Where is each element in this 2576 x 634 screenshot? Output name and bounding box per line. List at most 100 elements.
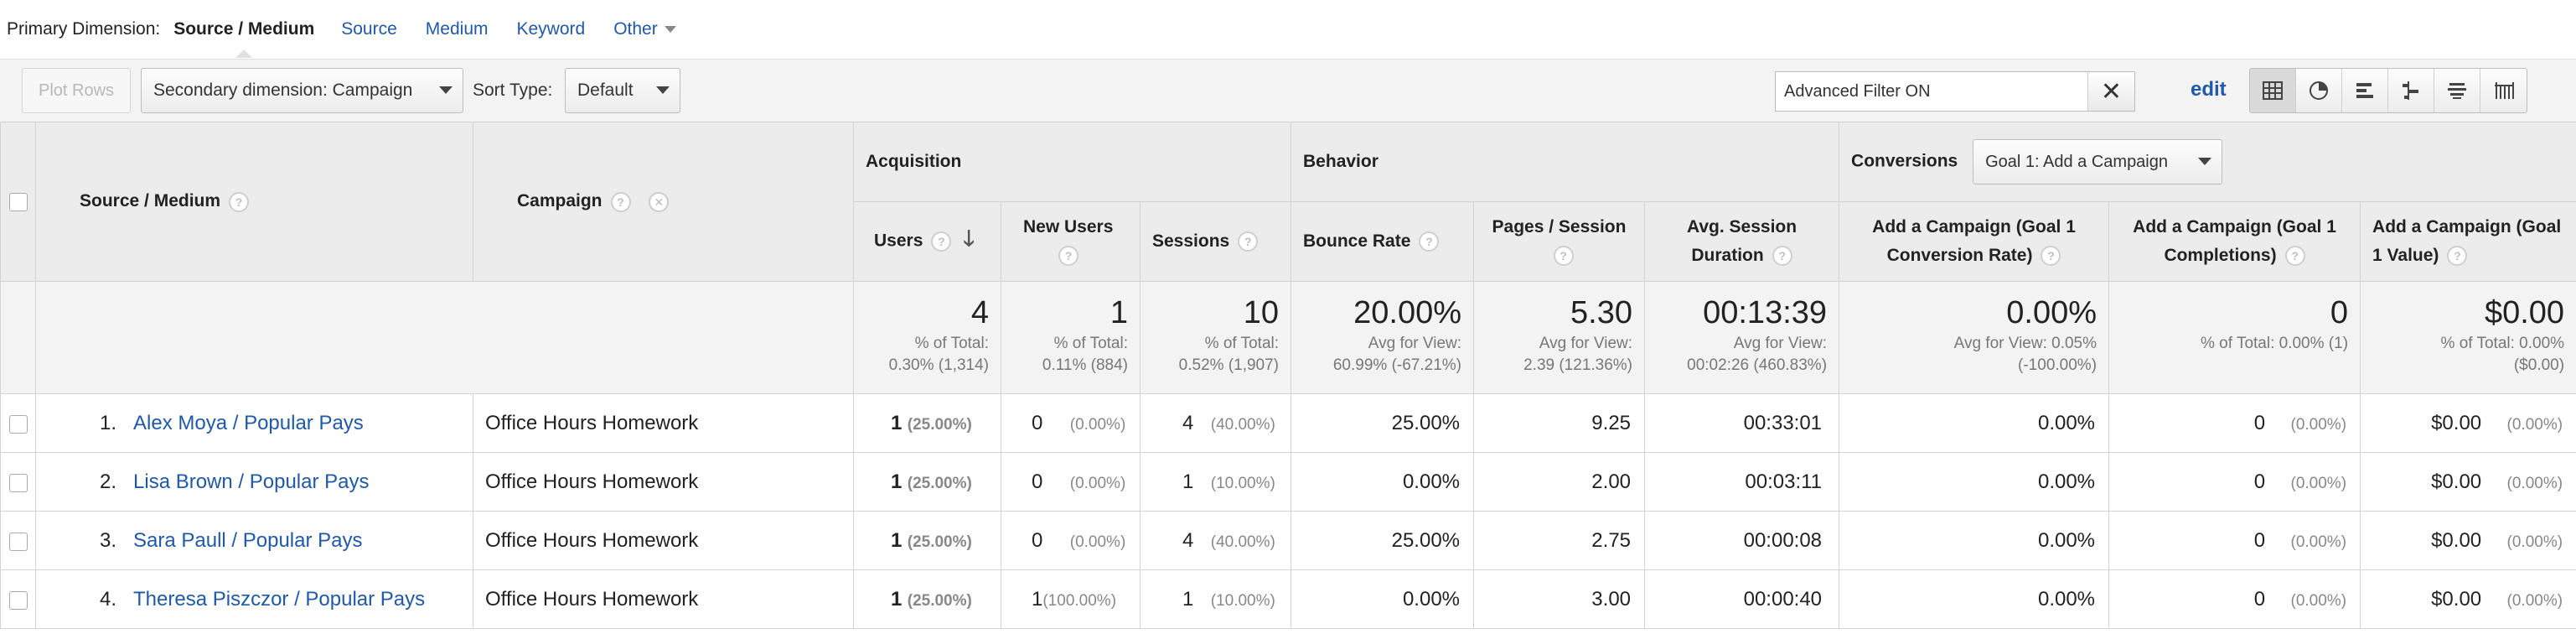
help-icon[interactable]: ? <box>2284 246 2305 267</box>
value-cell: $0.00 (0.00%) <box>2360 511 2576 570</box>
help-icon[interactable]: ? <box>931 231 952 252</box>
row-checkbox[interactable] <box>8 414 28 434</box>
row-checkbox[interactable] <box>8 473 28 492</box>
new-users-value: 0 <box>1032 411 1043 434</box>
help-icon[interactable]: ? <box>1419 231 1440 252</box>
users-pct: (25.00%) <box>907 474 972 492</box>
report-table: Source / Medium? Campaign? ✕ Acquisition… <box>0 122 2576 629</box>
col-header-sessions[interactable]: Sessions? <box>1139 201 1292 282</box>
col-header-avg-session-duration[interactable]: Avg. Session Duration? <box>1644 201 1840 282</box>
total-sessions-sub2: 0.52% (1,907) <box>1178 356 1280 374</box>
source-medium-link[interactable]: Alex Moya / Popular Pays <box>133 411 364 434</box>
help-icon[interactable]: ? <box>1553 246 1574 267</box>
sort-type-value: Default <box>577 81 634 100</box>
total-bounce-rate: 20.00% Avg for View: 60.99% (-67.21%) <box>1291 281 1475 394</box>
total-avg-session-duration: 00:13:39 Avg for View: 00:02:26 (460.83%… <box>1644 281 1840 394</box>
value-pct: (0.00%) <box>2506 474 2563 492</box>
pages-session-cell: 2.00 <box>1473 452 1646 512</box>
bar-view-icon[interactable] <box>2342 69 2388 112</box>
campaign-cell: Office Hours Homework <box>473 511 854 570</box>
edit-filter-link[interactable]: edit <box>2191 78 2227 101</box>
row-index: 3. <box>100 528 117 552</box>
new-users-pct: (0.00%) <box>1069 533 1126 551</box>
col-header-goal1-value[interactable]: Add a Campaign (Goal 1 Value)? <box>2360 201 2576 282</box>
help-icon[interactable]: ? <box>1058 246 1079 267</box>
bounce-rate-cell: 0.00% <box>1291 452 1475 512</box>
advanced-filter-value[interactable]: Advanced Filter ON <box>1784 81 1931 101</box>
source-medium-link[interactable]: Sara Paull / Popular Pays <box>133 528 363 552</box>
col-header-goal1-conversion-rate[interactable]: Add a Campaign (Goal 1 Conversion Rate)? <box>1839 201 2110 282</box>
sort-descending-icon[interactable]: 🡓 <box>963 226 975 251</box>
advanced-filter-field[interactable]: Advanced Filter ON ✕ <box>1775 71 2135 112</box>
total-avg-session-duration-sub1: Avg for View: <box>1733 335 1828 352</box>
conv-rate-cell: 0.00% <box>1839 569 2110 629</box>
close-icon[interactable]: ✕ <box>2087 72 2134 111</box>
sort-type-dropdown[interactable]: Default <box>565 68 680 113</box>
primary-dimension-other-dropdown[interactable]: Other <box>613 19 676 39</box>
source-medium-link[interactable]: Theresa Piszczor / Popular Pays <box>133 587 426 611</box>
remove-dimension-icon[interactable]: ✕ <box>649 191 670 212</box>
completions-cell: 0 (0.00%) <box>2108 452 2361 512</box>
bounce-rate-cell: 0.00% <box>1291 569 1475 629</box>
row-select-cell <box>0 569 36 629</box>
primary-dimension-source-link[interactable]: Source <box>341 19 397 39</box>
table-row: 4. Theresa Piszczor / Popular Pays Office… <box>0 569 2576 629</box>
total-goal1-conversion-rate-value: 0.00% <box>2006 295 2098 330</box>
col-header-avg-session-duration-label: Avg. Session Duration <box>1686 217 1798 265</box>
col-header-sessions-label: Sessions <box>1152 231 1230 251</box>
comparison-view-icon[interactable] <box>2388 69 2434 112</box>
duration-cell: 00:03:11 <box>1644 452 1840 512</box>
plot-rows-button[interactable]: Plot Rows <box>22 68 131 113</box>
total-new-users: 1 % of Total: 0.11% (884) <box>1001 281 1141 394</box>
conv-rate-value: 0.00% <box>2037 470 2096 493</box>
source-medium-link[interactable]: Lisa Brown / Popular Pays <box>133 470 370 493</box>
value-pct: (0.00%) <box>2506 533 2563 551</box>
help-icon[interactable]: ? <box>229 191 250 212</box>
primary-dimension-keyword-link[interactable]: Keyword <box>516 19 586 39</box>
sessions-value: 1 <box>1182 470 1194 493</box>
help-icon[interactable]: ? <box>2041 246 2061 267</box>
row-checkbox[interactable] <box>8 532 28 551</box>
pie-view-icon[interactable] <box>2296 69 2342 112</box>
col-header-goal1-completions[interactable]: Add a Campaign (Goal 1 Completions)? <box>2108 201 2361 282</box>
col-header-new-users[interactable]: New Users? <box>1001 201 1141 282</box>
users-value: 1 <box>891 528 903 552</box>
chevron-down-icon <box>439 86 453 94</box>
total-avg-session-duration-sub2: 00:02:26 (460.83%) <box>1687 356 1828 374</box>
row-select-cell <box>0 452 36 512</box>
pivot-view-icon[interactable] <box>2480 69 2527 112</box>
col-header-bounce-rate-label: Bounce Rate <box>1303 231 1411 251</box>
secondary-dimension-dropdown[interactable]: Secondary dimension: Campaign <box>141 68 463 113</box>
help-icon[interactable]: ? <box>610 191 631 212</box>
col-header-campaign[interactable]: Campaign? ✕ <box>473 122 854 282</box>
col-header-new-users-label: New Users <box>1023 217 1114 236</box>
primary-dimension-medium-link[interactable]: Medium <box>425 19 489 39</box>
help-icon[interactable]: ? <box>1238 231 1259 252</box>
col-header-source-medium[interactable]: Source / Medium? <box>35 122 473 282</box>
help-icon[interactable]: ? <box>2447 246 2468 267</box>
sessions-pct: (10.00%) <box>1210 474 1275 492</box>
new-users-cell: 0 (0.00%) <box>1001 393 1141 453</box>
row-checkbox[interactable] <box>8 590 28 610</box>
sessions-pct: (40.00%) <box>1210 533 1275 551</box>
conv-rate-value: 0.00% <box>2037 528 2096 552</box>
term-cloud-view-icon[interactable] <box>2434 69 2480 112</box>
goal-select-dropdown[interactable]: Goal 1: Add a Campaign <box>1973 139 2223 184</box>
select-all-checkbox[interactable] <box>8 192 28 211</box>
new-users-value: 1 <box>1032 587 1043 611</box>
campaign-cell: Office Hours Homework <box>473 452 854 512</box>
table-view-icon[interactable] <box>2250 69 2296 112</box>
completions-cell: 0 (0.00%) <box>2108 511 2361 570</box>
col-header-bounce-rate[interactable]: Bounce Rate? <box>1291 201 1475 282</box>
primary-dimension-label: Primary Dimension: <box>7 19 161 39</box>
col-header-pages-session[interactable]: Pages / Session? <box>1473 201 1646 282</box>
total-users-value: 4 <box>970 295 989 330</box>
help-icon[interactable]: ? <box>1772 246 1792 267</box>
totals-row: 4 % of Total: 0.30% (1,314) 1 % of Total… <box>0 281 2576 394</box>
duration-value: 00:33:01 <box>1743 411 1823 434</box>
total-pages-session-value: 5.30 <box>1570 295 1633 330</box>
pages-session-cell: 3.00 <box>1473 569 1646 629</box>
col-header-users[interactable]: Users? 🡓 <box>853 201 1001 282</box>
campaign-value: Office Hours Homework <box>485 528 699 552</box>
totals-spacer <box>35 281 473 394</box>
